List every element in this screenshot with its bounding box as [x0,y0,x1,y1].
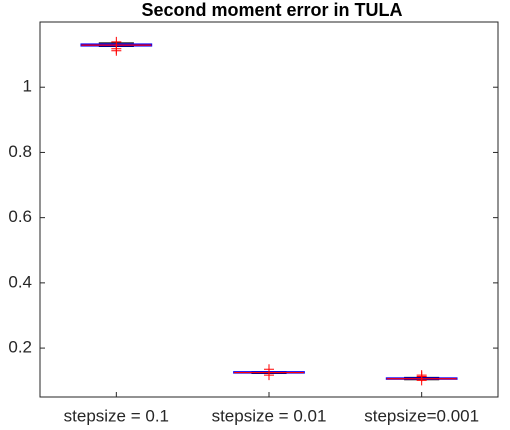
x-tick-label: stepsize = 0.01 [212,406,327,425]
y-tick-label: 0.8 [8,142,32,161]
outlier [416,375,427,386]
y-tick-label: 0.4 [8,272,32,291]
outlier [111,45,122,56]
y-tick-label: 0.2 [8,338,32,357]
chart-title: Second moment error in TULA [141,0,402,20]
outlier [264,370,274,381]
y-tick-label: 0.6 [8,207,32,226]
y-tick-label: 1 [23,77,32,96]
plot-frame [39,21,499,398]
x-tick-label: stepsize=0.001 [364,406,479,425]
x-tick-label: stepsize = 0.1 [64,406,169,425]
